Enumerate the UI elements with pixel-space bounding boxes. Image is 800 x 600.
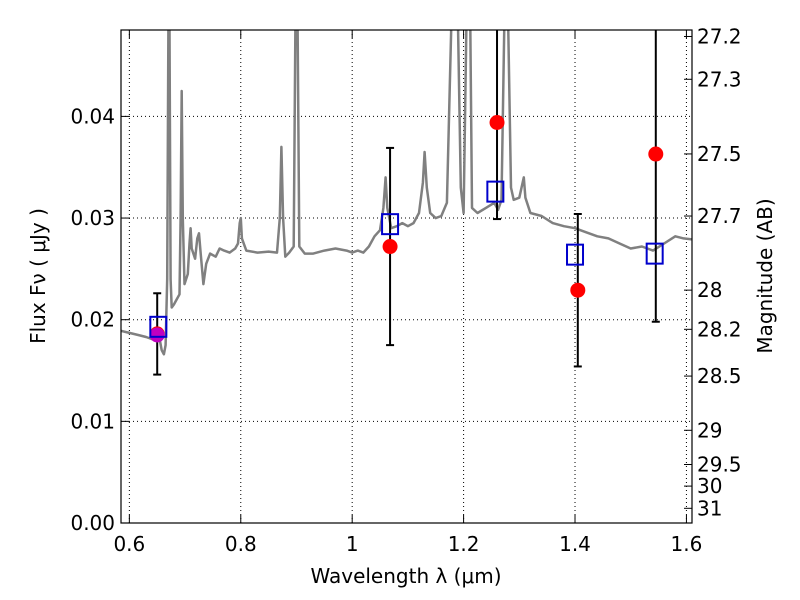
magnitude-tick-label: 27.5: [697, 142, 742, 166]
magnitude-tick-label: 28: [697, 278, 722, 302]
model-photometry-point: [381, 213, 400, 236]
plot-frame: [120, 29, 693, 524]
y-axis-label: Flux Fν ( μJy ): [26, 208, 50, 344]
model-photometry-point: [149, 315, 168, 338]
observed-point: [382, 239, 398, 255]
magnitude-axis-label: Magnitude (AB): [753, 198, 777, 353]
plot-border: [120, 29, 693, 524]
observed-points-layer: [149, 115, 664, 343]
observed-point: [570, 282, 586, 298]
model-spectrum-layer: [121, 30, 692, 356]
errorbar-layer: [153, 30, 660, 376]
magnitude-tick-label: 31: [697, 496, 722, 520]
y-tick-label: 0.00: [70, 511, 115, 535]
magnitude-tick-label: 27.7: [697, 204, 742, 228]
magnitude-tick-label: 28.5: [697, 364, 742, 388]
magnitude-tick-label: 29.5: [697, 453, 742, 477]
model-photometry-layer: [149, 180, 664, 338]
y-tick-label: 0.04: [70, 104, 115, 128]
y-tick-label: 0.03: [70, 206, 115, 230]
y-tick-label: 0.01: [70, 409, 115, 433]
observed-point: [489, 115, 505, 131]
magnitude-tick-label: 27.2: [697, 24, 742, 48]
magnitude-tick-label: 29: [697, 418, 722, 442]
x-tick-label: 1.6: [671, 532, 703, 556]
x-tick-label: 0.8: [225, 532, 257, 556]
model-spectrum-line: [121, 30, 692, 356]
magnitude-tick-label: 28.2: [697, 317, 742, 341]
magnitude-tick-label: 27.3: [697, 67, 742, 91]
observed-point: [648, 146, 664, 162]
x-tick-label: 0.6: [113, 532, 145, 556]
x-axis-label: Wavelength λ (μm): [310, 564, 501, 588]
x-tick-label: 1.2: [448, 532, 480, 556]
model-photometry-point: [486, 180, 505, 203]
model-photometry-point: [566, 243, 585, 266]
x-tick-label: 1: [346, 532, 359, 556]
magnitude-tick-label: 30: [697, 474, 722, 498]
y-ticks: 0.00 0.01 0.02 0.03 0.04: [70, 104, 129, 535]
x-ticks: 0.6 0.8 1 1.2 1.4 1.6: [113, 30, 702, 556]
special-point: [149, 327, 165, 343]
grid-lines: [121, 30, 692, 524]
y-tick-label: 0.02: [70, 308, 115, 332]
x-tick-label: 1.4: [559, 532, 591, 556]
model-photometry-point: [645, 242, 664, 265]
